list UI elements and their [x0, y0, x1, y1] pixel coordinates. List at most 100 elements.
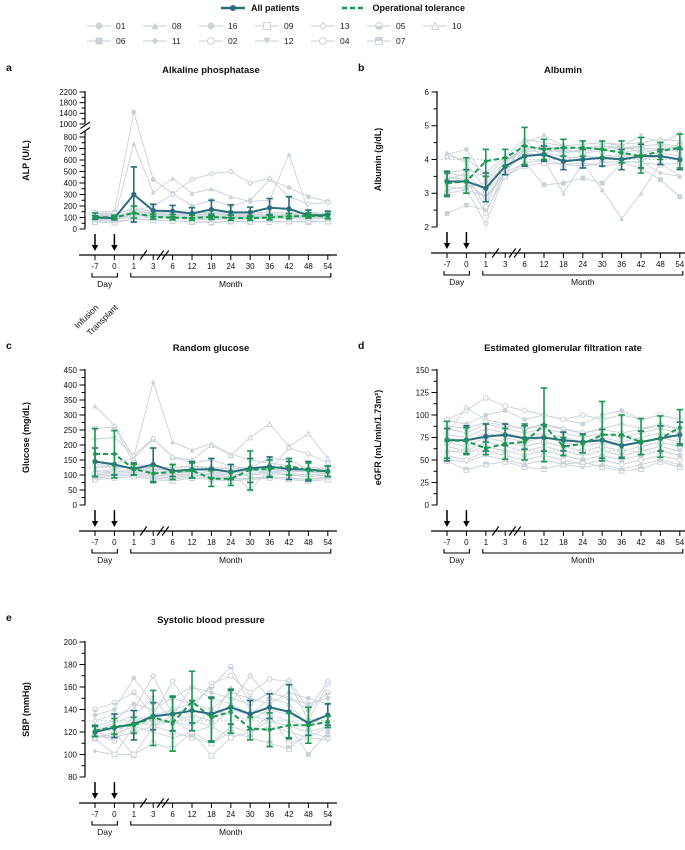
svg-text:18: 18	[559, 260, 568, 269]
svg-text:36: 36	[265, 262, 274, 271]
triangle-filled-icon	[143, 22, 167, 30]
svg-text:4: 4	[425, 155, 430, 164]
legend-patient-09: 09	[254, 21, 310, 31]
svg-text:180: 180	[64, 660, 78, 669]
legend-patient-label: 13	[340, 21, 350, 31]
svg-text:48: 48	[656, 260, 665, 269]
svg-text:3: 3	[151, 262, 156, 271]
svg-text:50: 50	[68, 486, 77, 495]
svg-text:-7: -7	[91, 262, 99, 271]
svg-text:100: 100	[64, 471, 78, 480]
svg-text:30: 30	[246, 810, 255, 819]
svg-text:200: 200	[64, 638, 78, 647]
legend-patient-06: 06	[86, 36, 142, 46]
svg-text:6: 6	[170, 810, 175, 819]
svg-text:250: 250	[64, 426, 78, 435]
svg-text:0: 0	[112, 538, 117, 547]
svg-text:-7: -7	[91, 810, 99, 819]
legend-patient-10: 10	[422, 21, 478, 31]
svg-text:1000: 1000	[59, 120, 77, 129]
svg-text:-7: -7	[443, 538, 451, 547]
svg-text:30: 30	[246, 262, 255, 271]
svg-text:150: 150	[64, 456, 78, 465]
svg-text:18: 18	[207, 538, 216, 547]
svg-text:Day: Day	[97, 827, 113, 837]
svg-text:eGFR (mL/min/1.73m²): eGFR (mL/min/1.73m²)	[373, 390, 383, 486]
svg-text:Month: Month	[219, 555, 243, 565]
svg-text:12: 12	[540, 260, 549, 269]
svg-text:42: 42	[637, 538, 646, 547]
svg-text:24: 24	[226, 538, 235, 547]
panel-letter: d	[358, 340, 365, 352]
circle-filled-icon	[87, 22, 111, 30]
square-open-icon	[255, 22, 279, 30]
svg-text:18: 18	[559, 538, 568, 547]
svg-text:Day: Day	[449, 555, 465, 565]
legend-patient-label: 12	[284, 36, 294, 46]
svg-text:Month: Month	[571, 555, 595, 565]
all-patients-line-sample	[220, 5, 245, 11]
svg-text:3: 3	[151, 538, 156, 547]
svg-text:1: 1	[484, 538, 489, 547]
triangle-down-filled-icon	[255, 37, 279, 45]
legend-all-patients-label: All patients	[250, 3, 300, 13]
svg-text:3: 3	[503, 538, 508, 547]
panel-title: Estimated glomerular filtration rate	[484, 343, 642, 354]
svg-text:100: 100	[64, 213, 78, 222]
svg-text:160: 160	[64, 683, 78, 692]
legend-patient-label: 01	[116, 21, 126, 31]
svg-text:400: 400	[64, 179, 78, 188]
panel-title: Systolic blood pressure	[157, 615, 265, 626]
svg-text:0: 0	[112, 810, 117, 819]
legend-patient-label: 08	[172, 21, 182, 31]
svg-text:50: 50	[420, 456, 429, 465]
chart-alp: 0100200300400500600700800100014001800220…	[21, 88, 337, 338]
svg-text:25: 25	[420, 478, 429, 487]
svg-text:200: 200	[64, 441, 78, 450]
svg-text:48: 48	[304, 538, 313, 547]
legend-patient-label: 05	[396, 21, 406, 31]
square-half-icon	[367, 37, 391, 45]
chart-egfr: 0 25 50 75 100 125 150 eGFR (mL/min/1.73m²) -7 0 1…	[373, 366, 685, 565]
svg-text:Day: Day	[97, 279, 113, 289]
svg-text:1800: 1800	[59, 98, 77, 107]
svg-text:Day: Day	[97, 555, 113, 565]
svg-text:150: 150	[416, 366, 430, 375]
panel-letter: b	[358, 62, 365, 74]
legend-patient-07: 07	[366, 36, 422, 46]
svg-text:ALP (U/L): ALP (U/L)	[21, 140, 31, 181]
svg-text:Day: Day	[449, 277, 465, 287]
svg-text:0: 0	[112, 262, 117, 271]
svg-text:30: 30	[598, 538, 607, 547]
legend-patient-04: 04	[310, 36, 366, 46]
svg-text:Month: Month	[571, 277, 595, 287]
svg-text:30: 30	[598, 260, 607, 269]
legend-patient-01: 01	[86, 21, 142, 31]
svg-text:75: 75	[420, 433, 429, 442]
diamond-open-icon	[311, 21, 335, 31]
svg-text:80: 80	[68, 773, 77, 782]
svg-text:Glucose (mg/dL): Glucose (mg/dL)	[21, 402, 31, 473]
panel-letter: c	[6, 340, 12, 352]
legend-main: All patients Operational tolerance	[0, 3, 685, 13]
legend-operational-tolerance-label: Operational tolerance	[372, 3, 466, 13]
svg-text:6: 6	[170, 538, 175, 547]
svg-text:36: 36	[265, 538, 274, 547]
svg-text:24: 24	[226, 262, 235, 271]
legend-patient-label: 02	[228, 36, 238, 46]
svg-text:100: 100	[64, 750, 78, 759]
panel-letter: e	[6, 612, 12, 624]
svg-text:0: 0	[464, 538, 469, 547]
svg-text:Month: Month	[219, 827, 243, 837]
svg-text:350: 350	[64, 396, 78, 405]
tolerance-line-sample	[342, 6, 367, 10]
svg-text:12: 12	[540, 538, 549, 547]
svg-text:12: 12	[188, 538, 197, 547]
circle-half-icon	[367, 22, 391, 30]
svg-text:1: 1	[132, 810, 137, 819]
svg-text:36: 36	[617, 260, 626, 269]
svg-text:0: 0	[73, 225, 78, 234]
